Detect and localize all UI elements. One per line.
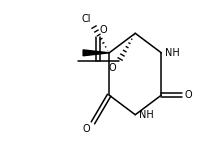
Text: O: O [184,90,192,100]
Text: O: O [83,124,90,135]
Text: O: O [99,25,107,35]
Text: NH: NH [165,48,180,58]
Text: O: O [109,63,117,73]
Text: Cl: Cl [82,13,91,24]
Polygon shape [83,50,109,56]
Text: NH: NH [139,110,154,120]
